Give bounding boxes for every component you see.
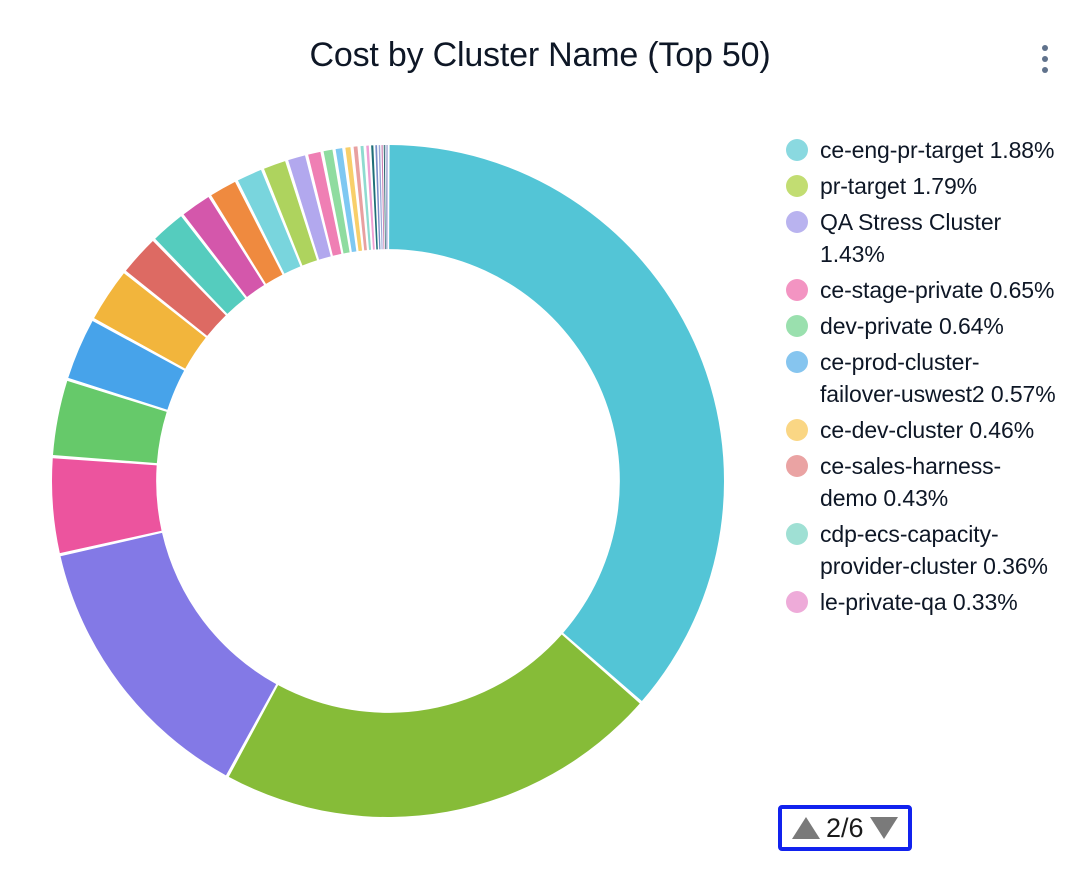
- donut-slice[interactable]: [389, 145, 725, 702]
- legend-item[interactable]: QA Stress Cluster 1.43%: [786, 206, 1080, 270]
- donut-slice[interactable]: [323, 149, 350, 254]
- donut-slice[interactable]: [375, 145, 381, 250]
- kebab-menu-icon[interactable]: [1028, 38, 1062, 80]
- donut-slice[interactable]: [228, 634, 640, 818]
- donut-slice[interactable]: [125, 240, 226, 336]
- legend-item-label: ce-prod-cluster-failover-uswest2 0.57%: [820, 349, 1056, 407]
- page-title: Cost by Cluster Name (Top 50): [309, 36, 771, 74]
- triangle-up-icon[interactable]: [792, 817, 820, 839]
- legend-swatch-icon: [786, 591, 808, 613]
- triangle-down-icon[interactable]: [869, 817, 898, 839]
- legend-item-label: cdp-ecs-capacity-provider-cluster 0.36%: [820, 521, 1048, 579]
- legend-swatch-icon: [786, 211, 808, 233]
- legend-item[interactable]: ce-dev-cluster 0.46%: [786, 414, 1080, 446]
- donut-slice[interactable]: [288, 155, 331, 260]
- legend-swatch-icon: [786, 455, 808, 477]
- donut-slice[interactable]: [308, 151, 342, 256]
- legend-item[interactable]: ce-sales-harness-demo 0.43%: [786, 450, 1080, 514]
- legend-item-label: QA Stress Cluster 1.43%: [820, 209, 1002, 267]
- pagination-label: 2/6: [826, 813, 864, 843]
- donut-slice[interactable]: [353, 146, 367, 251]
- donut-slice[interactable]: [183, 196, 265, 297]
- donut-slice[interactable]: [155, 216, 246, 314]
- donut-slice[interactable]: [345, 147, 363, 252]
- legend-swatch-icon: [786, 315, 808, 337]
- legend-item-label: le-private-qa 0.33%: [820, 589, 1018, 615]
- donut-slice[interactable]: [335, 148, 357, 252]
- legend-pagination[interactable]: 2/6: [778, 805, 912, 851]
- donut-slice[interactable]: [381, 145, 385, 250]
- legend-item-label: ce-stage-private 0.65%: [820, 277, 1055, 303]
- legend-item[interactable]: cdp-ecs-capacity-provider-cluster 0.36%: [786, 518, 1080, 582]
- legend-item-label: pr-target 1.79%: [820, 173, 978, 199]
- donut-slice[interactable]: [51, 458, 162, 554]
- legend-item[interactable]: ce-eng-pr-target 1.88%: [786, 134, 1080, 166]
- legend-swatch-icon: [786, 139, 808, 161]
- legend-item[interactable]: ce-stage-private 0.65%: [786, 274, 1080, 306]
- legend-swatch-icon: [786, 419, 808, 441]
- donut-slice[interactable]: [366, 145, 375, 250]
- kebab-dot-2: [1042, 56, 1048, 62]
- donut-slice[interactable]: [360, 145, 372, 250]
- legend-swatch-icon: [786, 175, 808, 197]
- donut-slice[interactable]: [383, 145, 386, 250]
- legend-item-label: ce-sales-harness-demo 0.43%: [820, 453, 1002, 511]
- donut-slice[interactable]: [237, 169, 301, 274]
- donut-slice[interactable]: [94, 273, 206, 369]
- legend-item[interactable]: dev-private 0.64%: [786, 310, 1080, 342]
- donut-slice-group: [51, 145, 725, 818]
- donut-slice[interactable]: [371, 145, 378, 250]
- legend-item-label: dev-private 0.64%: [820, 313, 1004, 339]
- kebab-dot-1: [1042, 45, 1048, 51]
- legend-item-label: ce-dev-cluster 0.46%: [820, 417, 1035, 443]
- legend-swatch-icon: [786, 351, 808, 373]
- legend-item-label: ce-eng-pr-target 1.88%: [820, 137, 1055, 163]
- legend-swatch-icon: [786, 279, 808, 301]
- donut-chart-svg: [51, 145, 725, 818]
- legend-item[interactable]: ce-prod-cluster-failover-uswest2 0.57%: [786, 346, 1080, 410]
- legend-item[interactable]: le-private-qa 0.33%: [786, 586, 1080, 618]
- chart-legend: ce-eng-pr-target 1.88% pr-target 1.79% QA …: [786, 134, 1080, 812]
- donut-chart: [0, 110, 780, 882]
- donut-slice[interactable]: [263, 161, 317, 266]
- donut-slice[interactable]: [68, 321, 185, 410]
- donut-slice[interactable]: [211, 181, 283, 284]
- donut-slice[interactable]: [378, 145, 383, 250]
- kebab-dot-3: [1042, 67, 1048, 73]
- legend-swatch-icon: [786, 523, 808, 545]
- donut-slice[interactable]: [385, 145, 387, 250]
- donut-slice[interactable]: [60, 532, 277, 776]
- legend-item[interactable]: pr-target 1.79%: [786, 170, 1080, 202]
- donut-slice[interactable]: [387, 145, 388, 250]
- donut-slice[interactable]: [53, 380, 167, 464]
